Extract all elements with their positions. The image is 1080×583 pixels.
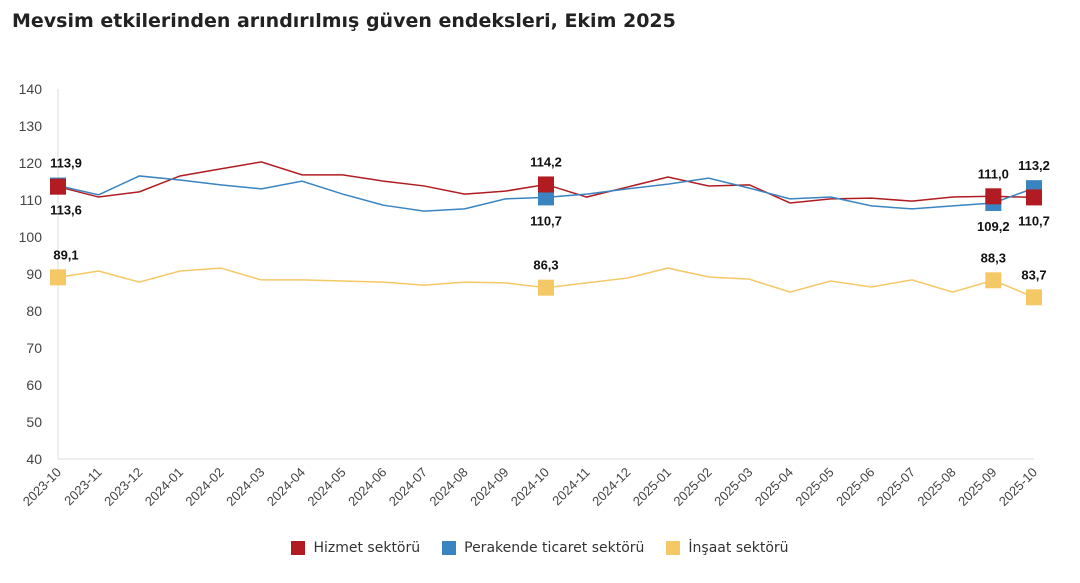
x-tick-label: 2025-04 — [752, 465, 796, 509]
data-marker — [1026, 189, 1042, 206]
x-tick-label: 2023-12 — [101, 465, 145, 509]
data-marker — [50, 178, 66, 195]
data-marker — [1026, 289, 1042, 306]
legend-label: Perakende ticaret sektörü — [464, 540, 645, 556]
x-tick-label: 2025-05 — [792, 465, 836, 509]
x-tick-label: 2024-08 — [426, 465, 470, 509]
data-marker — [538, 189, 554, 206]
x-tick-label: 2024-07 — [386, 465, 430, 509]
x-tick-label: 2025-03 — [711, 465, 755, 509]
data-label: 113,9 — [50, 156, 82, 171]
x-tick-label: 2025-07 — [874, 465, 918, 509]
x-tick-label: 2024-11 — [549, 465, 593, 509]
y-tick-label: 100 — [19, 229, 43, 245]
x-tick-label: 2025-08 — [914, 465, 958, 509]
chart-title: Mevsim etkilerinden arındırılmış güven e… — [12, 10, 676, 32]
data-label: 109,2 — [977, 219, 1010, 234]
data-label: 89,1 — [53, 247, 78, 262]
data-marker — [985, 272, 1002, 289]
data-label: 86,3 — [533, 258, 558, 273]
x-tick-label: 2024-10 — [508, 465, 552, 509]
y-tick-label: 130 — [19, 118, 43, 134]
x-tick-label: 2024-03 — [223, 465, 267, 509]
data-marker — [538, 279, 554, 296]
data-marker — [538, 176, 554, 193]
y-tick-label: 140 — [19, 81, 43, 97]
x-tick-label: 2024-12 — [589, 465, 633, 509]
x-tick-label: 2024-05 — [304, 465, 348, 509]
x-tick-label: 2025-10 — [996, 465, 1040, 509]
data-label: 110,7 — [1018, 213, 1050, 228]
legend-item[interactable]: İnşaat sektörü — [666, 540, 789, 556]
x-tick-label: 2023-10 — [20, 465, 64, 509]
legend-item[interactable]: Perakende ticaret sektörü — [442, 540, 644, 556]
y-tick-label: 80 — [26, 303, 42, 319]
legend: Hizmet sektörü Perakende ticaret sektörü İ… — [0, 540, 1080, 556]
data-label: 114,2 — [530, 154, 562, 169]
legend-swatch — [666, 541, 681, 555]
y-tick-label: 120 — [19, 155, 43, 171]
x-tick-label: 2024-01 — [142, 465, 186, 509]
data-marker — [985, 188, 1002, 205]
y-tick-label: 50 — [26, 414, 42, 430]
data-label: 113,6 — [50, 203, 82, 218]
data-label: 111,0 — [978, 166, 1009, 181]
data-label: 83,7 — [1021, 267, 1046, 282]
legend-swatch — [291, 541, 306, 555]
x-tick-label: 2025-06 — [833, 465, 877, 509]
x-tick-label: 2024-06 — [345, 465, 389, 509]
data-marker — [50, 269, 66, 286]
y-tick-label: 90 — [26, 266, 42, 282]
legend-label: Hizmet sektörü — [313, 540, 421, 556]
y-tick-label: 70 — [26, 340, 42, 356]
data-label: 113,2 — [1018, 158, 1050, 173]
legend-label: İnşaat sektörü — [688, 540, 789, 556]
data-label: 110,7 — [530, 213, 562, 228]
x-tick-label: 2024-02 — [182, 465, 226, 509]
legend-item[interactable]: Hizmet sektörü — [291, 540, 420, 556]
x-tick-label: 2025-01 — [630, 465, 674, 509]
x-tick-label: 2024-09 — [467, 465, 511, 509]
x-tick-label: 2023-11 — [61, 465, 105, 509]
y-tick-label: 40 — [26, 451, 42, 467]
x-tick-label: 2025-02 — [670, 465, 714, 509]
x-tick-label: 2024-04 — [264, 465, 308, 509]
y-tick-label: 110 — [20, 192, 43, 208]
y-tick-label: 60 — [26, 377, 42, 393]
x-tick-label: 2025-09 — [955, 465, 999, 509]
legend-swatch — [442, 541, 457, 555]
data-label: 88,3 — [981, 250, 1006, 265]
